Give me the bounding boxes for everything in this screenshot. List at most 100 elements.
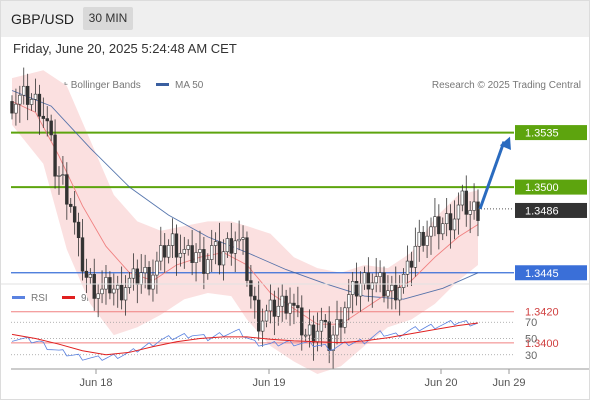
x-tick-label: Jun 18	[79, 377, 112, 389]
candle-body	[206, 259, 210, 274]
candle	[229, 222, 233, 266]
legend-ma50-label: MA 50	[175, 80, 204, 91]
candle	[421, 226, 425, 252]
candle	[413, 227, 418, 277]
candle-body	[284, 295, 288, 314]
candle	[80, 219, 85, 281]
candle-body	[61, 174, 65, 176]
candle	[198, 230, 202, 262]
candle	[339, 307, 343, 343]
candle-body	[374, 276, 378, 284]
candle	[417, 219, 421, 262]
candle-body	[433, 216, 437, 228]
candle	[350, 271, 355, 314]
candle	[116, 275, 120, 308]
level-label-1.3500-text: 1.3500	[525, 182, 559, 194]
x-tick-label: Jun 19	[252, 377, 285, 389]
candle	[476, 189, 480, 237]
candle-body	[300, 307, 304, 336]
candle	[88, 268, 93, 284]
candle-body	[456, 204, 461, 220]
candle	[57, 166, 61, 195]
candle-body	[257, 299, 261, 332]
candle	[127, 271, 132, 294]
candle-body	[33, 93, 38, 100]
candle-body	[45, 118, 49, 122]
candle-body	[245, 237, 249, 281]
candle-body	[378, 272, 382, 277]
candle	[221, 239, 226, 281]
candle	[96, 284, 100, 318]
candle-body	[159, 245, 163, 262]
candle-body	[10, 101, 14, 114]
level-label-1.3445-text: 1.3445	[525, 268, 559, 280]
candle-body	[186, 245, 190, 250]
candle	[233, 231, 237, 272]
9ma-swatch	[62, 295, 75, 299]
candle-body	[72, 206, 77, 223]
candle	[378, 260, 382, 293]
candle	[264, 304, 269, 328]
research-credit: Research © 2025 Trading Central	[431, 80, 581, 91]
candle-body	[178, 252, 183, 258]
candle	[159, 226, 163, 271]
candle	[370, 273, 374, 308]
candle-body	[221, 251, 226, 266]
candle	[72, 190, 77, 235]
candle-body	[390, 284, 394, 291]
candle-body	[323, 319, 327, 323]
candle	[394, 266, 398, 310]
candle	[366, 257, 371, 302]
candle-body	[409, 260, 414, 268]
candle-body	[29, 99, 34, 105]
candle	[452, 200, 457, 240]
level-label-1.3500-box	[515, 179, 587, 195]
candle	[143, 254, 147, 289]
candle-body	[49, 120, 53, 136]
candle-body	[366, 272, 371, 290]
candle	[194, 243, 198, 282]
candle	[433, 198, 437, 237]
candle-body	[119, 284, 124, 301]
forecast-arrow-head	[499, 136, 511, 150]
candle	[22, 67, 26, 105]
candle-body	[96, 293, 100, 299]
level-label-1.3400: 1.3400	[525, 338, 559, 350]
candle-body	[249, 280, 253, 297]
candle	[151, 259, 155, 302]
candle	[460, 184, 465, 212]
candle	[49, 114, 53, 142]
candle-body	[335, 319, 339, 336]
candle-body	[25, 85, 30, 105]
candle	[245, 231, 249, 287]
candle	[249, 264, 253, 309]
candle-body	[135, 268, 140, 285]
candle-body	[65, 174, 69, 205]
candle	[253, 286, 257, 319]
candle-body	[307, 324, 312, 336]
candle	[296, 286, 300, 318]
candle-body	[472, 201, 476, 211]
candle	[260, 308, 265, 347]
timeframe-button[interactable]: 30 MIN	[83, 7, 133, 30]
candle	[206, 253, 210, 280]
candle-body	[53, 134, 57, 177]
candle	[268, 284, 273, 324]
candle	[390, 275, 394, 310]
candle-body	[155, 260, 159, 276]
timestamp: Friday, June 20, 2025 5:24:48 AM CET	[13, 41, 237, 56]
candle-body	[327, 321, 331, 351]
x-tick-label: Jun 29	[492, 377, 525, 389]
rsi-tick-70: 70	[525, 317, 537, 329]
candle-body	[417, 231, 421, 247]
candle-body	[350, 281, 355, 295]
candle	[472, 183, 476, 220]
candle	[104, 264, 108, 305]
candle-body	[100, 288, 104, 295]
candle	[343, 301, 347, 334]
candle-body	[127, 277, 132, 288]
candle	[119, 266, 124, 310]
candle-body	[272, 299, 277, 317]
current-price-label-text: 1.3486	[525, 205, 559, 217]
candle-body	[18, 94, 22, 105]
